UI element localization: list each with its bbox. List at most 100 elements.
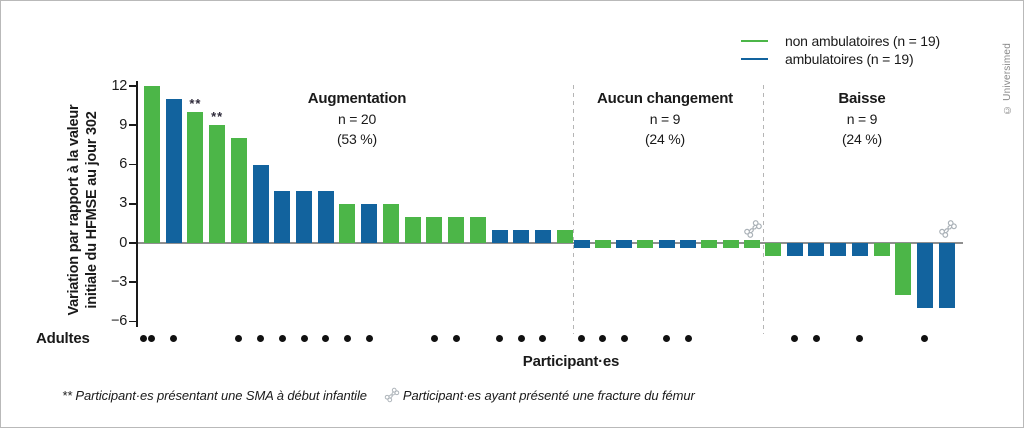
- bar: [274, 190, 291, 243]
- bar: [808, 243, 825, 257]
- bar: [916, 243, 933, 309]
- section-n: n = 9: [846, 111, 878, 127]
- adult-dot: [235, 334, 243, 342]
- y-tick-label: 0: [119, 234, 127, 251]
- y-axis-tick: [129, 163, 137, 166]
- section-pct: (24 %): [644, 131, 686, 147]
- bar: [556, 229, 573, 243]
- section-pct: (53 %): [336, 131, 378, 147]
- bar: [637, 240, 654, 248]
- y-axis-tick: [129, 242, 137, 244]
- adult-dot: [139, 334, 147, 342]
- y-tick-label: 12: [111, 77, 127, 94]
- bar: [722, 240, 739, 248]
- y-axis-line: [136, 81, 138, 327]
- footnote-asterisks: **: [62, 387, 72, 403]
- adult-dot: [856, 334, 864, 342]
- section-n: n = 20: [337, 111, 377, 127]
- section-header-baisse: Baisse n = 9 (24 %): [747, 89, 977, 149]
- bar: [680, 240, 696, 248]
- adult-dot: [791, 334, 799, 342]
- bar: [426, 216, 443, 243]
- bar: [873, 243, 890, 257]
- x-axis-title: Participant·es: [522, 353, 620, 370]
- asterisks-marker: **: [189, 96, 202, 112]
- adult-dot: [599, 334, 607, 342]
- footnote-text-sma: Participant·es présentant une SMA à débu…: [71, 387, 367, 403]
- legend-swatch-green: [741, 39, 768, 43]
- bar: [144, 86, 160, 243]
- bar: [513, 229, 530, 243]
- legend-label: non ambulatoires (n = 19): [785, 33, 940, 49]
- section-header-aucun-changement: Aucun changement n = 9 (24 %): [550, 89, 780, 149]
- y-tick-label: 6: [119, 156, 127, 173]
- y-tick-label: −6: [111, 312, 127, 329]
- adult-dot: [257, 334, 265, 342]
- y-axis-tick: [129, 320, 137, 323]
- bar: [616, 240, 633, 248]
- bar: [165, 99, 182, 243]
- adult-dot: [452, 334, 460, 342]
- adult-dot: [343, 334, 351, 342]
- adult-dot: [578, 334, 585, 342]
- legend-swatch-blue: [741, 57, 768, 61]
- footnote-text-fracture: Participant·es ayant présenté une fractu…: [402, 387, 695, 403]
- legend-label: ambulatoires (n = 19): [785, 51, 914, 67]
- section-name: Augmentation: [307, 90, 407, 107]
- adult-dot: [663, 334, 671, 342]
- section-header-augmentation: Augmentation n = 20 (53 %): [242, 89, 472, 149]
- adult-dot: [278, 334, 286, 342]
- y-axis-tick: [129, 281, 137, 284]
- zero-line: [138, 242, 963, 244]
- bar: [851, 243, 868, 257]
- bar: [786, 243, 803, 257]
- bar: [404, 216, 421, 243]
- y-tick-label: 3: [119, 195, 127, 212]
- bone-icon: [742, 218, 764, 240]
- bar: [594, 240, 611, 248]
- section-separator-line: [572, 85, 574, 334]
- bar: [339, 203, 356, 243]
- adult-dot: [170, 334, 178, 342]
- adult-dot: [684, 334, 692, 342]
- bar: [469, 216, 486, 243]
- y-axis-tick: [129, 85, 137, 87]
- bar: [382, 203, 399, 243]
- bar: [895, 243, 912, 296]
- bone-icon: [383, 386, 401, 404]
- bar: [534, 229, 551, 243]
- y-axis-tick: [129, 202, 137, 205]
- adult-dot: [322, 334, 330, 342]
- bar: [361, 203, 378, 243]
- legend-item-ambulatoires: ambulatoires (n = 19): [741, 50, 940, 68]
- adult-dot: [812, 334, 820, 342]
- bar: [573, 240, 590, 248]
- legend-item-non-ambulatoires: non ambulatoires (n = 19): [741, 32, 940, 50]
- adult-dot: [517, 334, 525, 342]
- y-tick-label: −3: [111, 273, 127, 290]
- section-n: n = 9: [649, 111, 681, 127]
- bar: [448, 216, 465, 243]
- section-name: Aucun changement: [597, 90, 733, 107]
- bar: [938, 243, 955, 309]
- y-axis-tick: [129, 124, 137, 127]
- section-name: Baisse: [838, 90, 886, 107]
- adult-dot: [921, 334, 929, 342]
- bar: [252, 164, 269, 243]
- bar: [701, 240, 718, 248]
- adult-dot: [430, 334, 438, 342]
- footnote: ** Participant·es présentant une SMA à d…: [62, 386, 695, 404]
- bar: [658, 240, 675, 248]
- bar: [765, 243, 781, 257]
- y-tick-label: 9: [119, 116, 127, 133]
- adults-row-label: Adultes: [36, 330, 90, 347]
- bar: [187, 112, 204, 243]
- asterisks-marker: **: [211, 109, 224, 125]
- section-pct: (24 %): [841, 131, 883, 147]
- adult-dot: [539, 334, 547, 342]
- adult-dot: [148, 334, 155, 342]
- bone-icon: [937, 218, 959, 240]
- adult-dot: [300, 334, 308, 342]
